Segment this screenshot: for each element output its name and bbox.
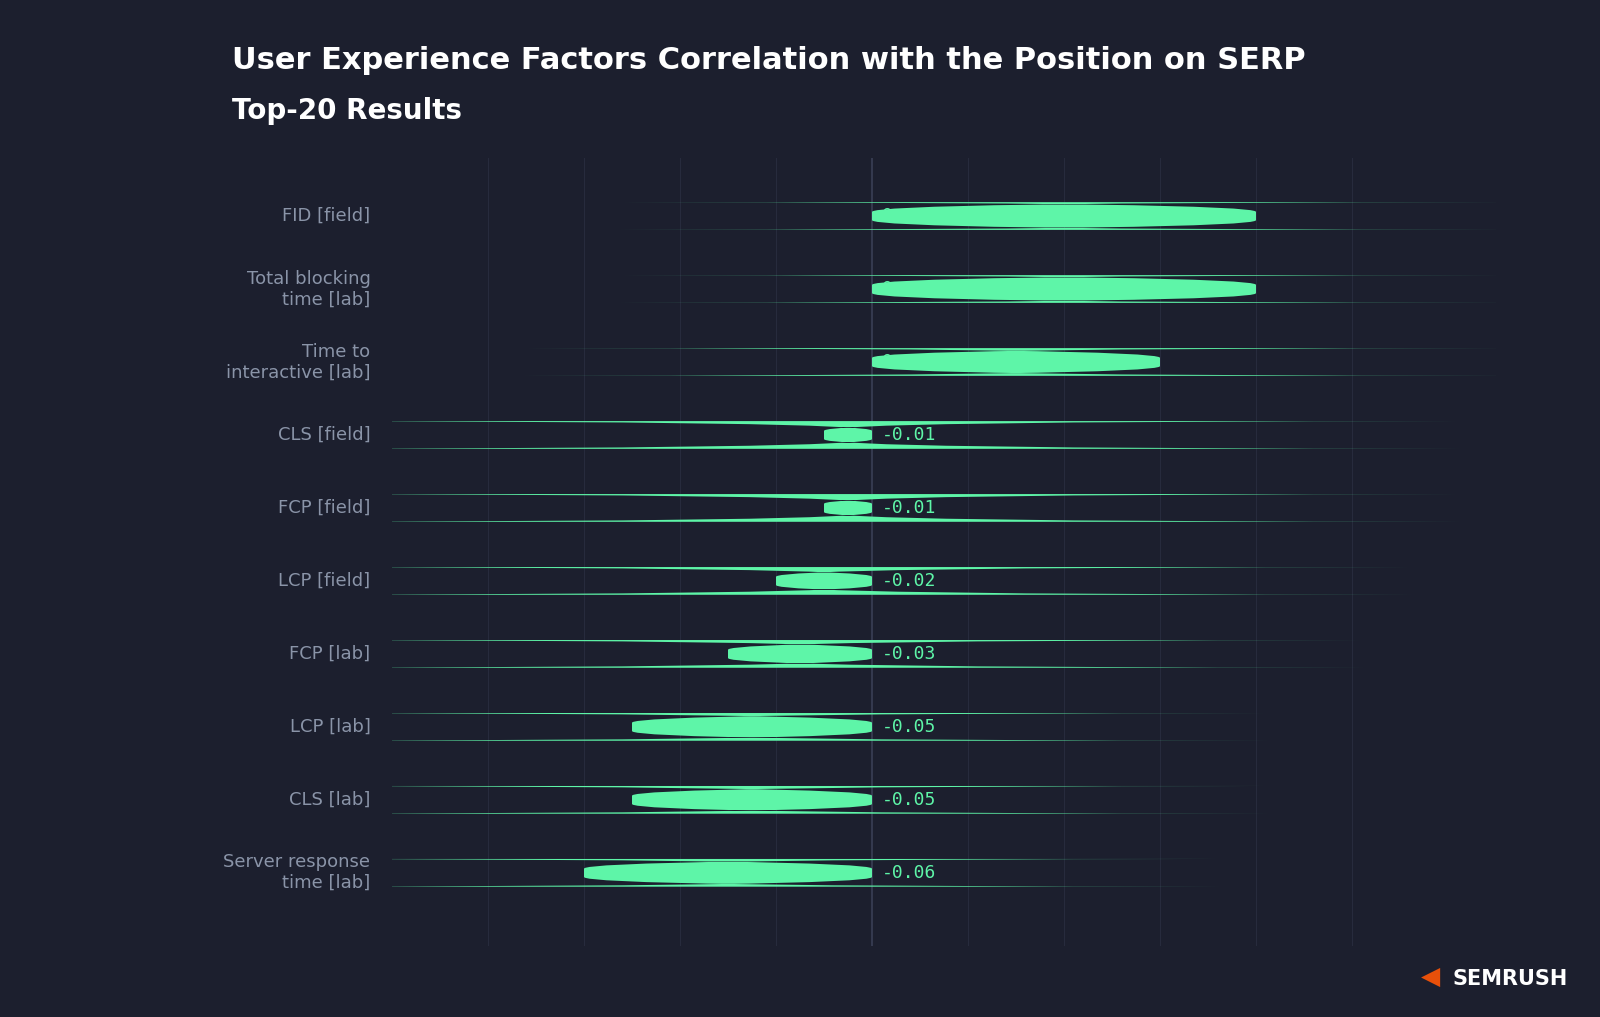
Text: 0.08: 0.08 — [882, 280, 925, 298]
Text: ◀: ◀ — [1421, 964, 1440, 989]
FancyBboxPatch shape — [234, 713, 1270, 740]
Text: -0.06: -0.06 — [882, 863, 936, 882]
Text: -0.02: -0.02 — [882, 572, 936, 590]
Text: Top-20 Results: Top-20 Results — [232, 97, 462, 125]
FancyBboxPatch shape — [618, 276, 1510, 303]
Text: User Experience Factors Correlation with the Position on SERP: User Experience Factors Correlation with… — [232, 46, 1306, 75]
Text: -0.05: -0.05 — [882, 718, 936, 736]
FancyBboxPatch shape — [234, 567, 1414, 595]
Text: SEMRUSH: SEMRUSH — [1453, 968, 1568, 989]
FancyBboxPatch shape — [618, 202, 1510, 230]
Text: -0.01: -0.01 — [882, 426, 936, 444]
Text: -0.01: -0.01 — [882, 499, 936, 517]
FancyBboxPatch shape — [234, 640, 1366, 668]
FancyBboxPatch shape — [234, 494, 1462, 522]
FancyBboxPatch shape — [234, 786, 1270, 814]
Text: -0.03: -0.03 — [882, 645, 936, 663]
Text: 0.06: 0.06 — [882, 353, 925, 371]
FancyBboxPatch shape — [522, 348, 1510, 376]
FancyBboxPatch shape — [234, 859, 1222, 887]
Text: 0.08: 0.08 — [882, 207, 925, 225]
FancyBboxPatch shape — [234, 421, 1462, 448]
Text: -0.05: -0.05 — [882, 791, 936, 809]
